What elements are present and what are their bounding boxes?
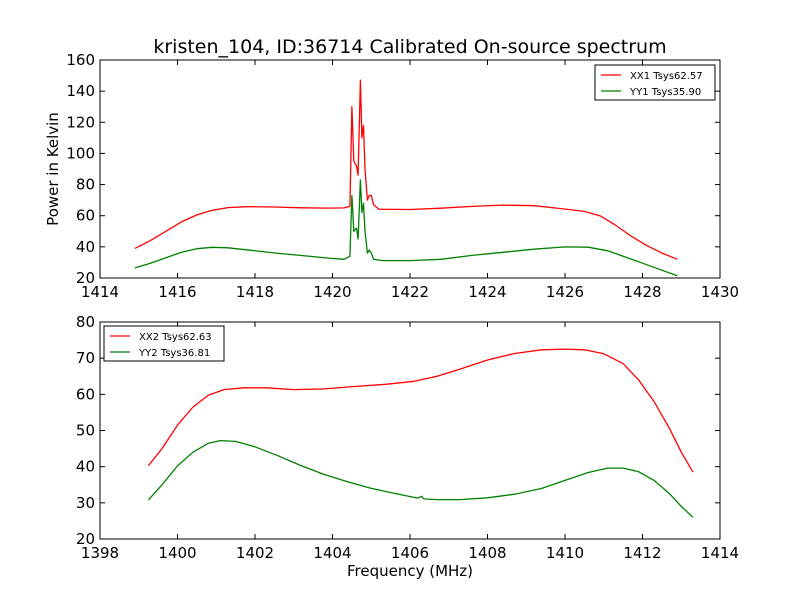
x-tick-label: 1414 — [701, 544, 739, 562]
legend-label: XX2 Tsys62.63 — [139, 332, 212, 343]
series-line-top-1 — [134, 179, 678, 277]
bottom-plot-xlabel: Frequency (MHz) — [347, 562, 473, 580]
bottom-plot-legend: XX2 Tsys62.63 YY2 Tsys36.81 — [103, 325, 225, 362]
series-line-bottom-0 — [147, 348, 694, 473]
y-tick-label: 80 — [76, 313, 95, 331]
top-plot-ticks: 1414 1416 1418 1420 1422 1424 1426 1428 1430 20 40… — [66, 51, 739, 301]
x-tick-label: 1428 — [623, 283, 661, 301]
legend-label: YY1 Tsys35.90 — [629, 87, 701, 98]
y-tick-label: 100 — [66, 144, 95, 162]
y-tick-label: 50 — [76, 422, 95, 440]
top-plot-series — [134, 79, 678, 277]
x-tick-label: 1408 — [468, 544, 506, 562]
series-line-bottom-1 — [147, 439, 694, 518]
x-tick-label: 1422 — [391, 283, 429, 301]
y-tick-label: 70 — [76, 349, 95, 367]
top-plot-ylabel: Power in Kelvin — [44, 112, 62, 226]
y-tick-label: 160 — [66, 51, 95, 69]
y-tick-label: 40 — [76, 458, 95, 476]
x-tick-label: 1412 — [623, 544, 661, 562]
bottom-plot-series — [147, 348, 694, 518]
y-tick-label: 140 — [66, 82, 95, 100]
legend-label: YY2 Tsys36.81 — [138, 348, 210, 359]
x-tick-label: 1426 — [546, 283, 584, 301]
legend-box — [594, 64, 716, 101]
top-plot: 1414 1416 1418 1420 1422 1424 1426 1428 1430 20 40… — [44, 51, 739, 301]
series-line-top-0 — [134, 79, 678, 260]
x-tick-label: 1414 — [81, 283, 119, 301]
bottom-plot-ticks: 1398 1400 1402 1404 1406 1408 1410 1412 1414 20 30… — [76, 313, 739, 562]
x-tick-label: 1404 — [313, 544, 351, 562]
y-tick-label: 60 — [76, 207, 95, 225]
x-tick-label: 1406 — [391, 544, 429, 562]
figure-title: kristen_104, ID:36714 Calibrated On-sour… — [153, 36, 666, 58]
y-tick-label: 30 — [76, 494, 95, 512]
x-tick-label: 1398 — [81, 544, 119, 562]
x-tick-label: 1410 — [546, 544, 584, 562]
bottom-plot: 1398 1400 1402 1404 1406 1408 1410 1412 1414 20 30… — [76, 313, 739, 580]
x-tick-label: 1424 — [468, 283, 506, 301]
legend-label: XX1 Tsys62.57 — [630, 71, 703, 82]
y-tick-label: 20 — [76, 530, 95, 548]
legend-box — [103, 325, 225, 362]
y-tick-label: 80 — [76, 176, 95, 194]
y-tick-label: 60 — [76, 385, 95, 403]
x-tick-label: 1416 — [158, 283, 196, 301]
y-tick-label: 40 — [76, 238, 95, 256]
x-tick-label: 1430 — [701, 283, 739, 301]
x-tick-label: 1420 — [313, 283, 351, 301]
x-tick-label: 1402 — [236, 544, 274, 562]
top-plot-legend: XX1 Tsys62.57 YY1 Tsys35.90 — [594, 64, 716, 101]
x-tick-label: 1418 — [236, 283, 274, 301]
y-tick-label: 120 — [66, 113, 95, 131]
y-tick-label: 20 — [76, 269, 95, 287]
x-tick-label: 1400 — [158, 544, 196, 562]
